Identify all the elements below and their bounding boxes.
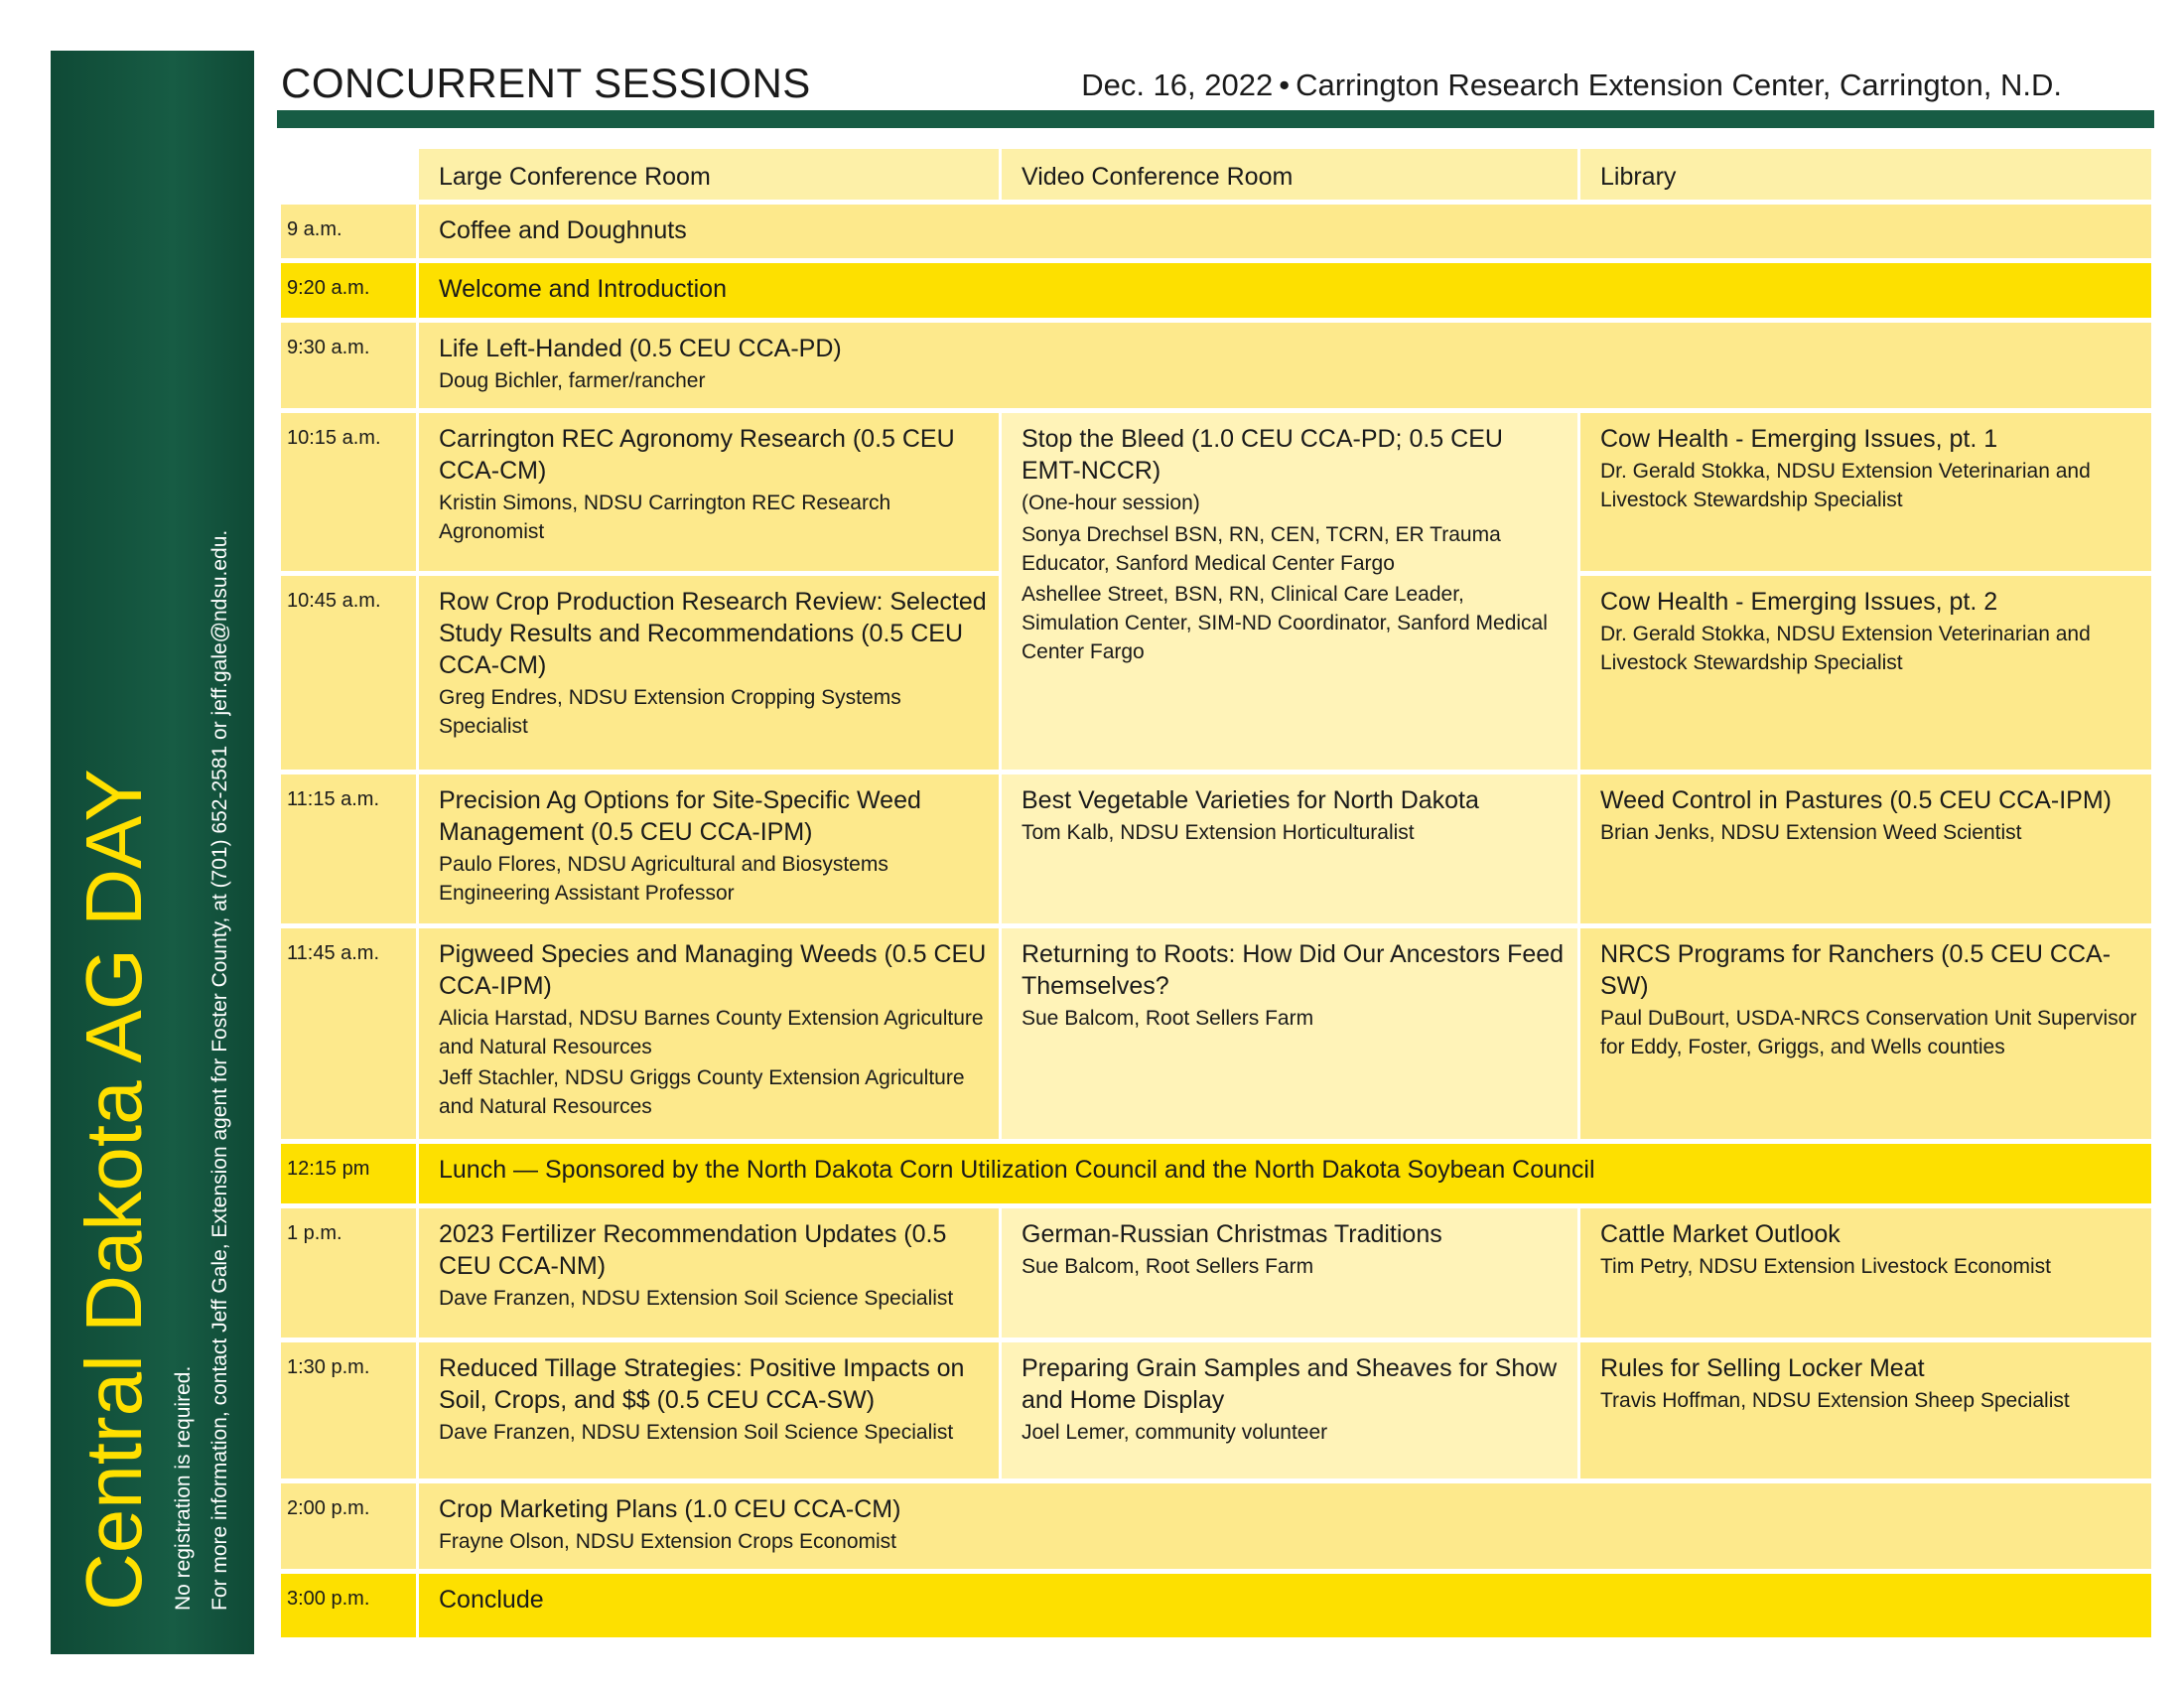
session: Life Left-Handed (0.5 CEU CCA-PD) Doug Bi… — [419, 323, 2151, 408]
speaker: Jeff Stachler, NDSU Griggs County Extens… — [439, 1066, 965, 1118]
speaker: Joel Lemer, community volunteer — [1022, 1421, 1328, 1444]
session: Preparing Grain Samples and Sheaves for … — [1002, 1342, 1577, 1478]
session-title: Preparing Grain Samples and Sheaves for … — [1022, 1354, 1558, 1414]
session-title: Lunch — Sponsored by the North Dakota Co… — [439, 1156, 1595, 1184]
speaker: Ashellee Street, BSN, RN, Clinical Care … — [1022, 583, 1548, 663]
session: Best Vegetable Varieties for North Dakot… — [1002, 774, 1577, 923]
session-title: Rules for Selling Locker Meat — [1600, 1354, 1925, 1382]
session-title: Life Left-Handed (0.5 CEU CCA-PD) — [439, 335, 842, 362]
location: Carrington Research Extension Center, Ca… — [1296, 68, 2062, 102]
speaker: Dave Franzen, NDSU Extension Soil Scienc… — [439, 1287, 954, 1310]
session: 2023 Fertilizer Recommendation Updates (… — [419, 1208, 999, 1337]
session: Cow Health - Emerging Issues, pt. 1 Dr. G… — [1580, 413, 2151, 571]
session-title: 2023 Fertilizer Recommendation Updates (… — [439, 1220, 947, 1280]
speaker: Brian Jenks, NDSU Extension Weed Scienti… — [1600, 821, 2022, 844]
speaker: Paul DuBourt, USDA-NRCS Conservation Uni… — [1600, 1007, 2137, 1058]
session-title: Returning to Roots: How Did Our Ancestor… — [1022, 940, 1565, 1000]
session-title: NRCS Programs for Ranchers (0.5 CEU CCA-… — [1600, 940, 2112, 1000]
session-title: Cattle Market Outlook — [1600, 1220, 1841, 1248]
room-header: Large Conference Room — [419, 149, 999, 200]
note: For more information, contact Jeff Gale,… — [208, 529, 231, 1611]
time: 2:00 p.m. — [281, 1483, 416, 1569]
session-title: Crop Marketing Plans (1.0 CEU CCA-CM) — [439, 1495, 901, 1523]
session: Precision Ag Options for Site-Specific W… — [419, 774, 999, 923]
session-title: Precision Ag Options for Site-Specific W… — [439, 786, 921, 846]
speaker: Greg Endres, NDSU Extension Cropping Sys… — [439, 686, 901, 738]
speaker: Dr. Gerald Stokka, NDSU Extension Veteri… — [1600, 623, 2091, 674]
session: Returning to Roots: How Did Our Ancestor… — [1002, 928, 1577, 1139]
schedule-table: Large Conference Room Video Conference Ro… — [281, 149, 2151, 1637]
session-title: Stop the Bleed (1.0 CEU CCA-PD; 0.5 CEU … — [1022, 425, 1503, 485]
speaker: Travis Hoffman, NDSU Extension Sheep Spe… — [1600, 1389, 2070, 1412]
speaker: Tim Petry, NDSU Extension Livestock Econ… — [1600, 1255, 2051, 1278]
event-info: Dec. 16, 2022 • Carrington Research Extens… — [1081, 68, 2062, 103]
session-title: German-Russian Christmas Traditions — [1022, 1220, 1442, 1248]
time: 9:20 a.m. — [281, 263, 416, 318]
speaker: Paulo Flores, NDSU Agricultural and Bios… — [439, 853, 888, 905]
speaker: Tom Kalb, NDSU Extension Horticulturalis… — [1022, 821, 1415, 844]
session: Reduced Tillage Strategies: Positive Imp… — [419, 1342, 999, 1478]
session-title: Welcome and Introduction — [439, 275, 727, 303]
session: Stop the Bleed (1.0 CEU CCA-PD; 0.5 CEU … — [1002, 413, 1577, 770]
speaker: Sue Balcom, Root Sellers Farm — [1022, 1007, 1314, 1030]
session-title: Pigweed Species and Managing Weeds (0.5 … — [439, 940, 987, 1000]
session-title: Coffee and Doughnuts — [439, 216, 687, 244]
speaker: Doug Bichler, farmer/rancher — [439, 369, 706, 392]
session-title: Weed Control in Pastures (0.5 CEU CCA-IP… — [1600, 786, 2112, 814]
note: No registration is required. — [172, 1365, 195, 1611]
separator: • — [1279, 68, 1291, 102]
session-title: Row Crop Production Research Review: Sel… — [439, 588, 987, 679]
room-header: Library — [1580, 149, 2151, 200]
time: 11:15 a.m. — [281, 774, 416, 923]
sidebar-text: Central Dakota AG DAY No registration is… — [51, 51, 254, 1654]
event-title: Central Dakota AG DAY — [69, 769, 158, 1611]
speaker: Sue Balcom, Root Sellers Farm — [1022, 1255, 1314, 1278]
header-rule — [277, 110, 2154, 128]
time: 12:15 pm — [281, 1144, 416, 1203]
speaker: Kristin Simons, NDSU Carrington REC Rese… — [439, 492, 891, 543]
session: Welcome and Introduction — [419, 263, 2151, 318]
session: Pigweed Species and Managing Weeds (0.5 … — [419, 928, 999, 1139]
session-title: Reduced Tillage Strategies: Positive Imp… — [439, 1354, 965, 1414]
time: 10:15 a.m. — [281, 413, 416, 571]
time: 1 p.m. — [281, 1208, 416, 1337]
session: Lunch — Sponsored by the North Dakota Co… — [419, 1144, 2151, 1203]
session: Cow Health - Emerging Issues, pt. 2 Dr. G… — [1580, 576, 2151, 770]
session: German-Russian Christmas Traditions Sue B… — [1002, 1208, 1577, 1337]
session-title: Cow Health - Emerging Issues, pt. 1 — [1600, 425, 1998, 453]
time: 11:45 a.m. — [281, 928, 416, 1139]
session-title: Conclude — [439, 1586, 544, 1614]
page-title: CONCURRENT SESSIONS — [281, 60, 811, 106]
session: Conclude — [419, 1574, 2151, 1637]
speaker: Frayne Olson, NDSU Extension Crops Econo… — [439, 1530, 897, 1553]
speaker: Sonya Drechsel BSN, RN, CEN, TCRN, ER Tr… — [1022, 523, 1501, 575]
session: NRCS Programs for Ranchers (0.5 CEU CCA-… — [1580, 928, 2151, 1139]
session: Carrington REC Agronomy Research (0.5 CE… — [419, 413, 999, 571]
session: Cattle Market Outlook Tim Petry, NDSU Ext… — [1580, 1208, 2151, 1337]
session: Weed Control in Pastures (0.5 CEU CCA-IP… — [1580, 774, 2151, 923]
sidebar: Central Dakota AG DAY No registration is… — [51, 51, 254, 1654]
session: Row Crop Production Research Review: Sel… — [419, 576, 999, 770]
room-header: Video Conference Room — [1002, 149, 1577, 200]
time: 3:00 p.m. — [281, 1574, 416, 1637]
session-title: Cow Health - Emerging Issues, pt. 2 — [1600, 588, 1998, 616]
session: Rules for Selling Locker Meat Travis Hoff… — [1580, 1342, 2151, 1478]
session: Crop Marketing Plans (1.0 CEU CCA-CM) Fra… — [419, 1483, 2151, 1569]
time: 9 a.m. — [281, 205, 416, 258]
speaker: Dave Franzen, NDSU Extension Soil Scienc… — [439, 1421, 954, 1444]
session: Coffee and Doughnuts — [419, 205, 2151, 258]
time: 10:45 a.m. — [281, 576, 416, 770]
date: Dec. 16, 2022 — [1081, 68, 1274, 102]
session-title: Best Vegetable Varieties for North Dakot… — [1022, 786, 1479, 814]
time: 1:30 p.m. — [281, 1342, 416, 1478]
time: 9:30 a.m. — [281, 323, 416, 408]
session-note: (One-hour session) — [1022, 492, 1200, 514]
speaker: Dr. Gerald Stokka, NDSU Extension Veteri… — [1600, 460, 2091, 511]
speaker: Alicia Harstad, NDSU Barnes County Exten… — [439, 1007, 984, 1058]
session-title: Carrington REC Agronomy Research (0.5 CE… — [439, 425, 955, 485]
